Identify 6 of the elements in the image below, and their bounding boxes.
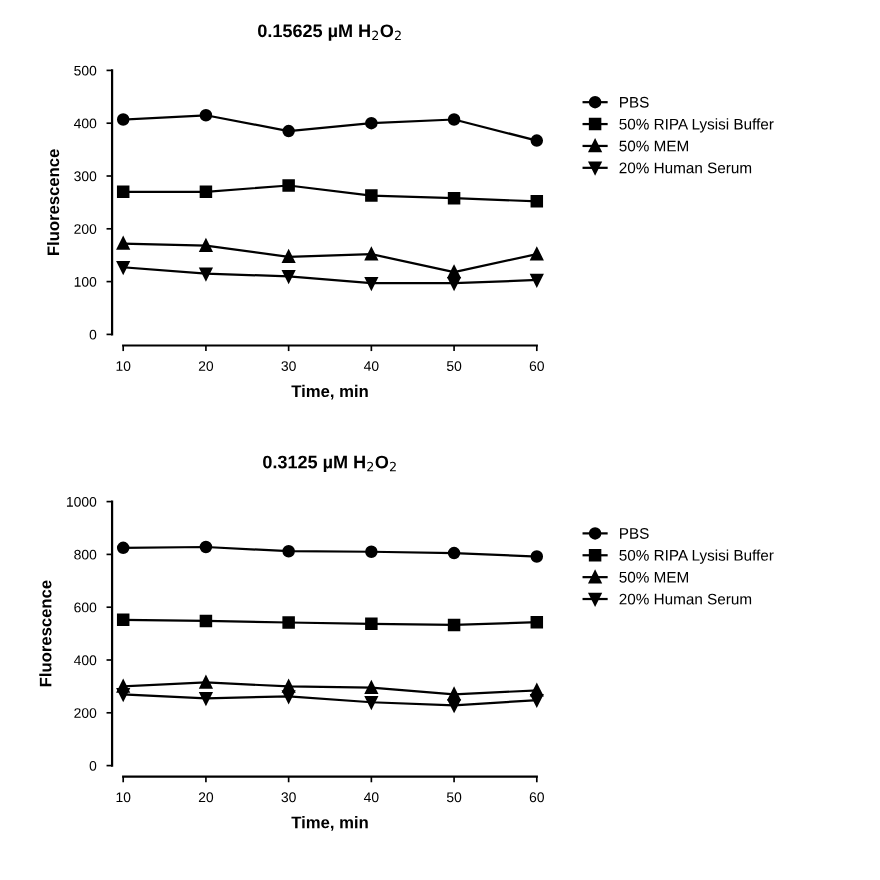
x-axis-title: Time, min <box>291 816 368 831</box>
chart-title: 0.3125 µM H$_{2}$O$_{2}$ <box>263 455 396 472</box>
chart-title: 0.15625 µM H$_{2}$O$_{2}$ <box>258 24 401 41</box>
y-axis-title: Fluorescence <box>46 149 60 256</box>
y-axis-title: Fluorescence <box>39 580 52 687</box>
x-axis-title: Time, min <box>291 384 368 400</box>
